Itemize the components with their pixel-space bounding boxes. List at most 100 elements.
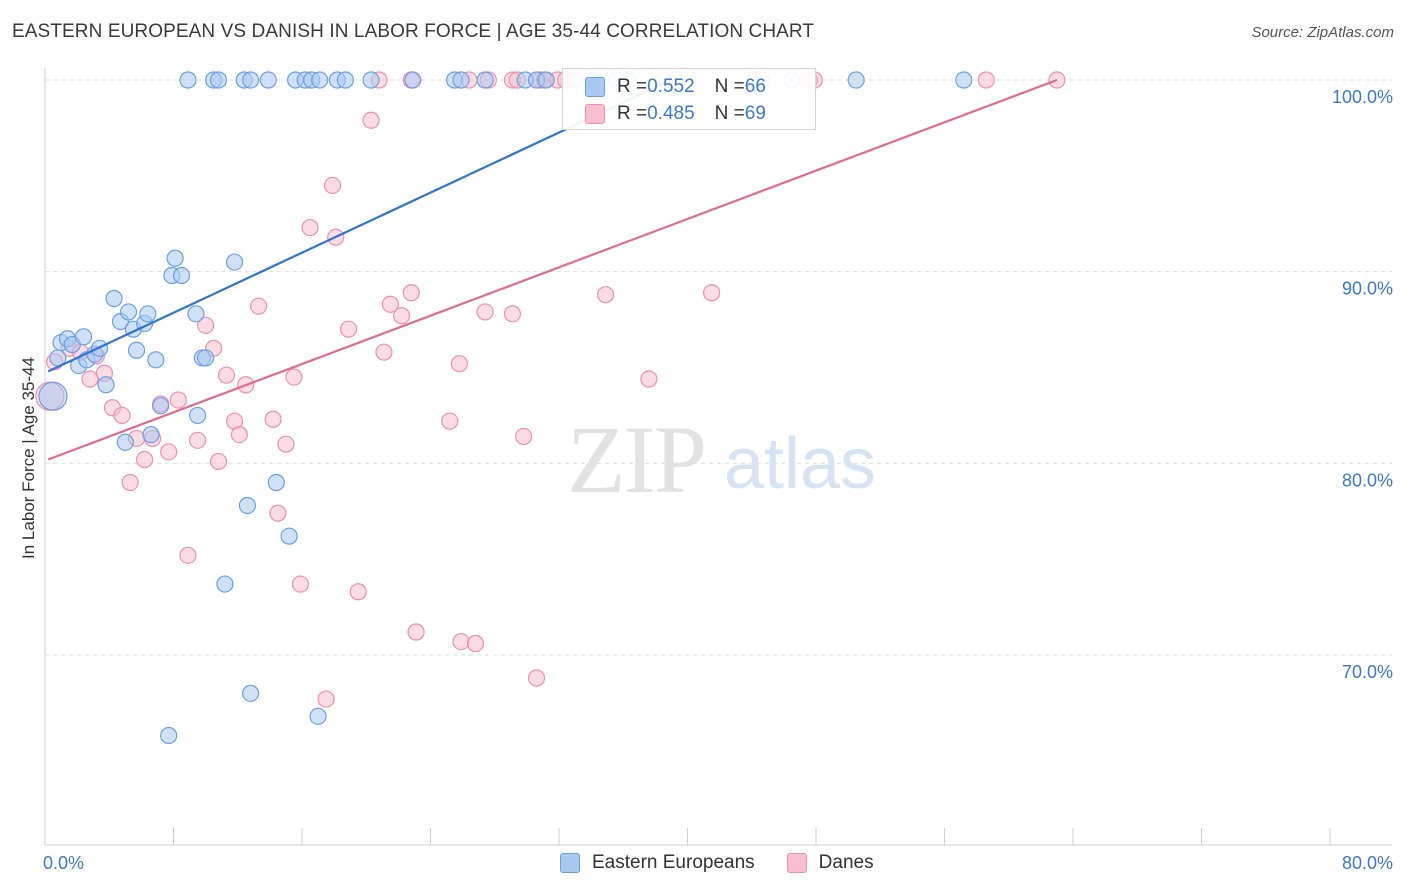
y-axis-label: In Labor Force | Age 35-44 [19, 357, 38, 559]
danes-swatch [585, 104, 605, 124]
danes-point [392, 307, 411, 325]
watermark-atlas: atlas [724, 424, 876, 504]
eastern-europeans-point [309, 707, 327, 725]
danes-point [269, 504, 287, 522]
danes-point [450, 355, 469, 373]
danes-point [339, 320, 358, 338]
danes-point [317, 690, 335, 708]
eastern-europeans-point [152, 397, 170, 415]
eastern-europeans-point [119, 303, 138, 321]
eastern-europeans-point [209, 71, 228, 89]
danes-point [527, 669, 546, 687]
source-label: Source: ZipAtlas.com [1251, 24, 1394, 41]
danes-point [402, 284, 420, 302]
y-tick-labels: 70.0% 80.0% 90.0% 100.0% [1332, 87, 1393, 682]
danes-point [230, 425, 248, 444]
eastern-europeans-point [847, 71, 865, 89]
eastern-europeans-point [336, 71, 354, 89]
eastern-europeans-point [139, 305, 157, 323]
danes-point [349, 583, 367, 601]
danes-point [466, 634, 485, 653]
n-label: N = [714, 103, 745, 124]
danes-point [640, 370, 658, 388]
eastern-europeans-point [127, 341, 146, 359]
eastern-europeans-point [259, 71, 277, 89]
eastern-europeans-point [225, 253, 244, 271]
eastern-europeans-point [197, 349, 215, 367]
danes-point [476, 303, 494, 321]
eastern-europeans-point [216, 575, 234, 593]
danes-point [291, 575, 309, 593]
eastern-europeans-point [38, 381, 68, 411]
danes-swatch [786, 853, 807, 873]
eastern-europeans-point [452, 71, 470, 89]
r-label: R = [617, 76, 648, 97]
r-value: 0.485 [647, 103, 695, 124]
eastern-europeans-swatch [585, 77, 605, 97]
eastern-europeans-point [142, 425, 160, 444]
n-label: N = [714, 76, 745, 97]
danes-point [250, 297, 268, 315]
series-legend: Eastern Europeans Danes [560, 852, 906, 874]
eastern-europeans-point [242, 684, 260, 702]
x-tick-labels: 0.0% 80.0% [43, 853, 1393, 873]
eastern-europeans-point [537, 71, 555, 89]
legend-item-danes[interactable]: Danes [786, 852, 874, 874]
watermark-zip: ZIP [567, 406, 705, 513]
danes-point [169, 391, 187, 409]
danes-point [217, 366, 236, 384]
danes-point [188, 431, 207, 449]
danes-point [277, 435, 295, 453]
gridlines [45, 79, 1392, 656]
eastern-europeans-point [187, 305, 205, 323]
eastern-europeans-point [476, 71, 494, 89]
danes-point [375, 343, 393, 361]
eastern-europeans-point [172, 266, 191, 285]
trend-lines [47, 78, 1058, 461]
x-tick-label: 0.0% [43, 853, 84, 873]
eastern-europeans-point [311, 71, 329, 89]
danes-point [113, 406, 131, 425]
eastern-europeans-point [166, 249, 184, 267]
y-tick-label: 100.0% [1332, 87, 1393, 107]
stats-legend: R = 0.552 N = 66 R = 0.485 N = 69 [562, 68, 816, 130]
danes-point [503, 305, 522, 323]
legend-item-eastern-europeans[interactable]: Eastern Europeans [560, 852, 755, 874]
danes-point [160, 443, 178, 461]
danes-point [301, 218, 319, 237]
legend-label: Danes [818, 852, 874, 873]
danes-point [197, 316, 215, 334]
eastern-europeans-point [242, 71, 260, 89]
danes-point [702, 284, 721, 302]
danes-point [285, 368, 303, 386]
eastern-europeans-point [105, 289, 123, 308]
eastern-europeans-point [147, 351, 165, 369]
danes-point [362, 111, 380, 129]
n-value: 66 [744, 76, 766, 97]
eastern-europeans-point [74, 328, 93, 346]
danes-point [179, 546, 197, 564]
eastern-europeans-point [179, 71, 197, 89]
danes-point [441, 412, 459, 430]
danes-point [452, 632, 470, 651]
danes-points [35, 71, 1066, 708]
eastern-europeans-point [404, 71, 422, 89]
eastern-europeans-point [188, 406, 207, 425]
eastern-europeans-point [280, 527, 298, 545]
danes-point [121, 473, 139, 492]
legend-label: Eastern Europeans [592, 852, 755, 873]
danes-point [135, 450, 154, 469]
eastern-europeans-point [160, 726, 178, 745]
stats-row-eastern-europeans: R = 0.552 N = 66 [585, 74, 766, 100]
danes-point [264, 410, 282, 428]
danes-trend-line [47, 78, 1058, 461]
danes-point [515, 427, 533, 446]
eastern-europeans-point [97, 376, 115, 394]
eastern-europeans-point [362, 71, 380, 89]
eastern-europeans-swatch [560, 853, 580, 873]
y-tick-label: 90.0% [1342, 279, 1393, 299]
y-tick-label: 70.0% [1342, 662, 1393, 682]
danes-point [977, 71, 995, 89]
danes-point [323, 176, 342, 195]
